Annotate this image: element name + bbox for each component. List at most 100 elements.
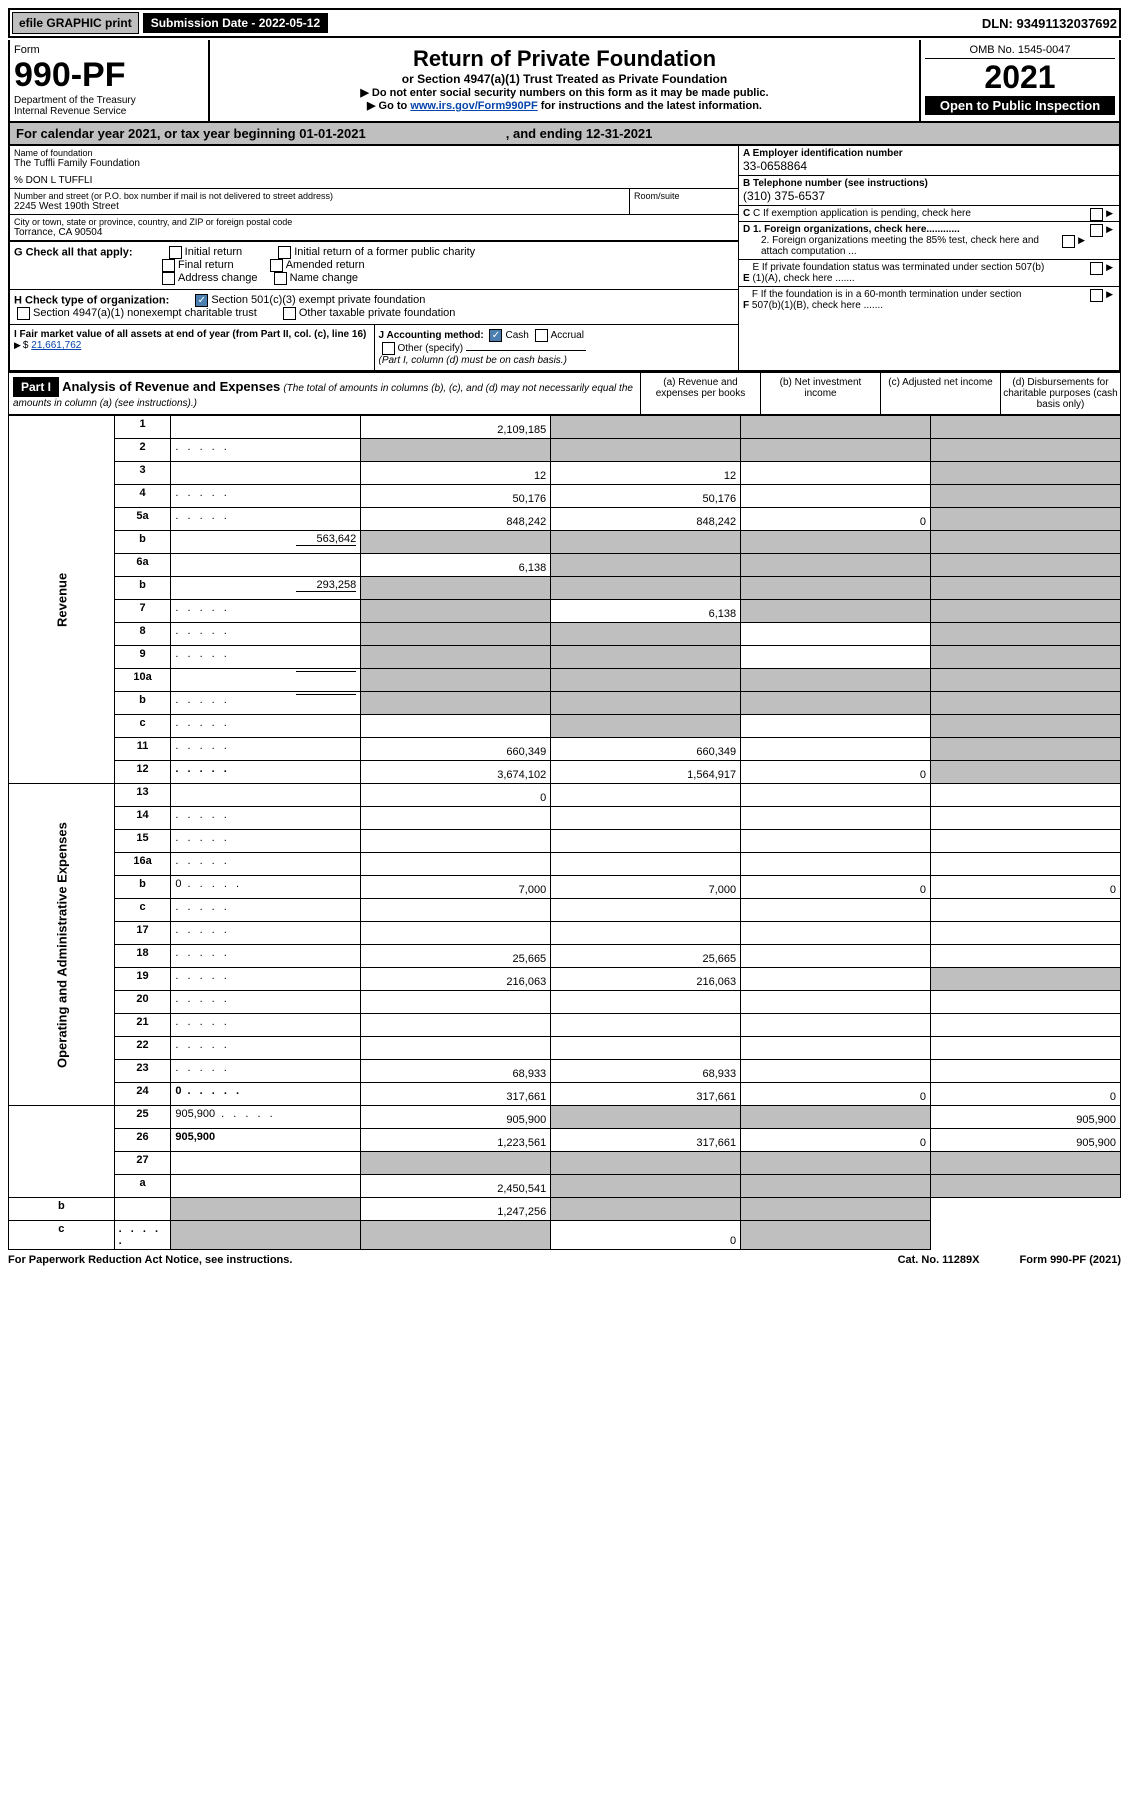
other-method-checkbox[interactable] — [382, 342, 395, 355]
initial-return-checkbox[interactable] — [169, 246, 182, 259]
f-checkbox[interactable] — [1090, 289, 1103, 302]
value-cell-a: 660,349 — [361, 738, 551, 761]
cash-checkbox[interactable] — [489, 329, 502, 342]
table-row: 2 . . . . . — [9, 439, 1121, 462]
blank-vlabel — [9, 1106, 115, 1198]
value-cell-a: 905,900 — [361, 1106, 551, 1129]
value-cell-b — [551, 991, 741, 1014]
form-number: 990-PF — [14, 56, 204, 95]
value-cell-c — [741, 462, 931, 485]
amended-checkbox[interactable] — [270, 259, 283, 272]
line-number: 23 — [114, 1060, 171, 1083]
header-mid: Return of Private Foundation or Section … — [210, 40, 921, 121]
value-cell-a — [361, 1037, 551, 1060]
col-d-header: (d) Disbursements for charitable purpose… — [1000, 373, 1120, 414]
table-row: 9 . . . . . — [9, 646, 1121, 669]
table-row: 11 . . . . .660,349660,349 — [9, 738, 1121, 761]
value-cell-d — [931, 416, 1121, 439]
value-cell-d: 0 — [931, 1083, 1121, 1106]
table-row: b . . . . . — [9, 692, 1121, 715]
value-cell-b — [551, 416, 741, 439]
irs-link[interactable]: www.irs.gov/Form990PF — [410, 100, 537, 112]
value-cell-c — [741, 669, 931, 692]
value-cell-a: 25,665 — [361, 945, 551, 968]
value-cell-d — [741, 1221, 931, 1250]
line-description: . . . . . — [171, 600, 361, 623]
value-cell-b: 1,564,917 — [551, 761, 741, 784]
value-cell-b: 25,665 — [551, 945, 741, 968]
calendar-year-row: For calendar year 2021, or tax year begi… — [8, 123, 1121, 146]
addr-cell: Number and street (or P.O. box number if… — [10, 189, 630, 215]
value-cell-a: 6,138 — [361, 554, 551, 577]
value-cell-c — [741, 945, 931, 968]
value-cell-a — [361, 531, 551, 554]
4947a1-checkbox[interactable] — [17, 307, 30, 320]
line-description: . . . . . — [171, 692, 361, 715]
value-cell-b — [551, 1106, 741, 1129]
table-row: b0 . . . . .7,0007,00000 — [9, 876, 1121, 899]
line-description: 563,642 — [171, 531, 361, 554]
value-cell-c — [741, 439, 931, 462]
table-row: c . . . . . — [9, 899, 1121, 922]
value-cell-c — [551, 1198, 741, 1221]
col-b-header: (b) Net investment income — [760, 373, 880, 414]
value-cell-c — [741, 1037, 931, 1060]
city-cell: City or town, state or province, country… — [10, 215, 738, 241]
value-cell-c: 0 — [741, 1083, 931, 1106]
line-description: . . . . . — [171, 738, 361, 761]
line-description: . . . . . — [171, 853, 361, 876]
501c3-checkbox[interactable] — [195, 294, 208, 307]
c-exemption-cell: C C If exemption application is pending,… — [739, 206, 1119, 222]
line-description — [171, 554, 361, 577]
value-cell-b — [551, 439, 741, 462]
line-number: b — [114, 692, 171, 715]
line-number: 6a — [114, 554, 171, 577]
paperwork-notice: For Paperwork Reduction Act Notice, see … — [8, 1254, 292, 1266]
room-cell: Room/suite — [630, 189, 738, 215]
value-cell-d — [741, 1198, 931, 1221]
value-cell-b — [551, 899, 741, 922]
line-description: . . . . . — [171, 715, 361, 738]
line-number: 18 — [114, 945, 171, 968]
line-number: 24 — [114, 1083, 171, 1106]
fmv-link[interactable]: 21,661,762 — [31, 340, 81, 351]
main-table: Revenue12,109,1852 . . . . .312124 . . .… — [8, 415, 1121, 1250]
value-cell-c — [741, 1014, 931, 1037]
c-checkbox[interactable] — [1090, 208, 1103, 221]
form-title: Return of Private Foundation — [216, 46, 913, 72]
line-number: c — [114, 715, 171, 738]
value-cell-c — [741, 600, 931, 623]
value-cell-b: 50,176 — [551, 485, 741, 508]
d-foreign-cell: D 1. Foreign organizations, check here..… — [739, 222, 1119, 260]
value-cell-b — [551, 554, 741, 577]
table-row: 18 . . . . .25,66525,665 — [9, 945, 1121, 968]
header-right: OMB No. 1545-0047 2021 Open to Public In… — [921, 40, 1119, 121]
value-cell-d — [931, 807, 1121, 830]
value-cell-c — [741, 646, 931, 669]
d2-checkbox[interactable] — [1062, 235, 1075, 248]
value-cell-d — [931, 692, 1121, 715]
table-row: 12 . . . . .3,674,1021,564,9170 — [9, 761, 1121, 784]
efile-bar: efile GRAPHIC print Submission Date - 20… — [8, 8, 1121, 38]
table-row: 20 . . . . . — [9, 991, 1121, 1014]
d1-checkbox[interactable] — [1090, 224, 1103, 237]
address-change-checkbox[interactable] — [162, 272, 175, 285]
instr-link: ▶ Go to www.irs.gov/Form990PF for instru… — [216, 99, 913, 112]
e-checkbox[interactable] — [1090, 262, 1103, 275]
line-number: 20 — [114, 991, 171, 1014]
value-cell-a — [361, 1014, 551, 1037]
accrual-checkbox[interactable] — [535, 329, 548, 342]
value-cell-b — [551, 853, 741, 876]
name-change-checkbox[interactable] — [274, 272, 287, 285]
value-cell-b — [551, 646, 741, 669]
other-taxable-checkbox[interactable] — [283, 307, 296, 320]
part1-label: Part I — [13, 377, 59, 397]
i-cell: I Fair market value of all assets at end… — [10, 325, 374, 370]
value-cell-d — [931, 784, 1121, 807]
initial-former-checkbox[interactable] — [278, 246, 291, 259]
line-number: 13 — [114, 784, 171, 807]
line-description: . . . . . — [171, 1014, 361, 1037]
line-description: 905,900 . . . . . — [171, 1106, 361, 1129]
final-return-checkbox[interactable] — [162, 259, 175, 272]
value-cell-c — [741, 830, 931, 853]
